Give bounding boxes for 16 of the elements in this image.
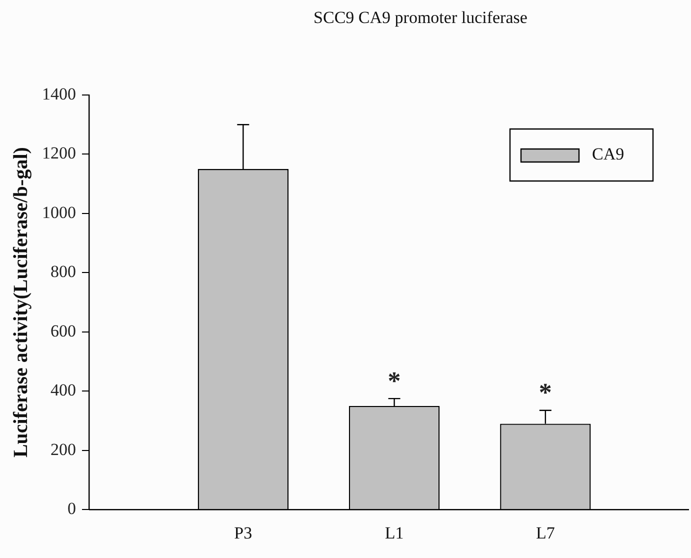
y-tick-label: 800: [50, 262, 76, 282]
y-tick-label: 1200: [42, 144, 76, 163]
y-tick-label: 200: [50, 440, 76, 459]
y-tick-label: 400: [50, 380, 76, 400]
y-tick-label: 0: [68, 499, 76, 518]
legend-label: CA9: [592, 144, 624, 164]
annotation: *: [388, 366, 401, 396]
x-tick-label: L7: [536, 523, 556, 542]
x-tick-label: P3: [234, 523, 252, 542]
chart-title: SCC9 CA9 promoter luciferase: [312, 8, 528, 28]
y-axis-title: Luciferase activity(Luciferase/b-gal): [10, 147, 32, 458]
annotation: *: [538, 378, 552, 408]
x-tick-label: L1: [384, 523, 404, 542]
y-tick-label: 1400: [42, 84, 76, 104]
y-tick-label: 600: [50, 321, 76, 340]
y-tick-label: 1000: [42, 202, 76, 222]
